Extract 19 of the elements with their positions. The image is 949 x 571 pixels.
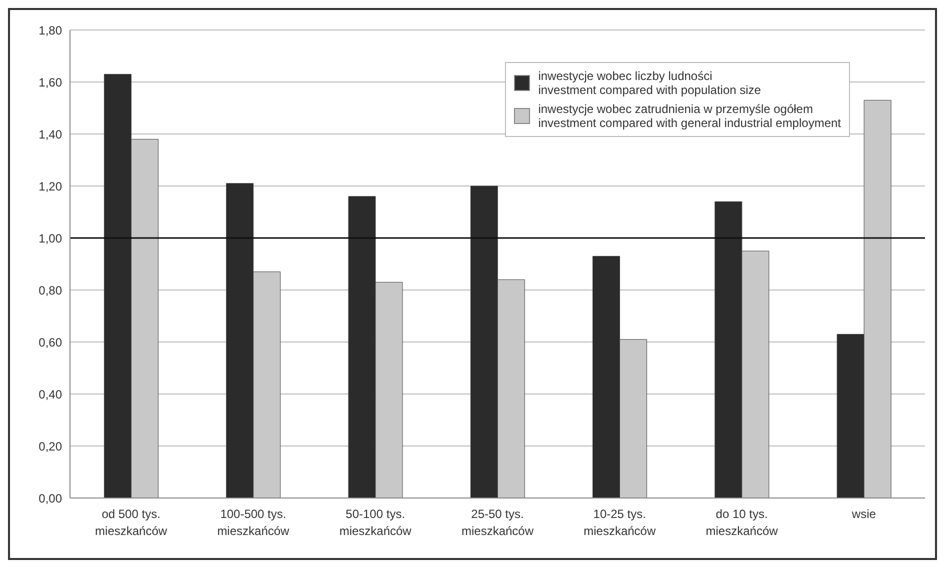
y-tick-label: 1,00 xyxy=(38,231,62,246)
y-tick-label: 0,00 xyxy=(38,491,62,506)
x-tick-label: wsie xyxy=(850,507,876,521)
y-tick-label: 1,80 xyxy=(38,23,62,38)
x-tick-label: 100-500 tys. mieszkańców xyxy=(217,507,290,538)
y-tick-label: 0,40 xyxy=(38,387,62,402)
x-tick-label: 25-50 tys. mieszkańców xyxy=(461,507,534,538)
y-tick-label: 1,20 xyxy=(38,179,62,194)
y-tick-label: 1,40 xyxy=(38,127,62,142)
x-tick-label: od 500 tys. mieszkańców xyxy=(95,507,168,538)
x-tick-label: 50-100 tys. mieszkańców xyxy=(339,507,412,538)
y-tick-label: 0,80 xyxy=(38,283,62,298)
y-tick-label: 0,60 xyxy=(38,335,62,350)
x-tick-label: do 10 tys. mieszkańców xyxy=(706,507,778,538)
legend-label: inwestycje wobec zatrudnienia w przemyśle ogółem investment compared with general industrial employment xyxy=(538,102,841,130)
x-tick-label: 10-25 tys. mieszkańców xyxy=(584,507,656,538)
y-tick-label: 0,20 xyxy=(38,439,62,454)
legend-label: inwestycje wobec liczby ludności investment compared with population size xyxy=(538,69,761,97)
y-tick-label: 1,60 xyxy=(38,75,62,90)
